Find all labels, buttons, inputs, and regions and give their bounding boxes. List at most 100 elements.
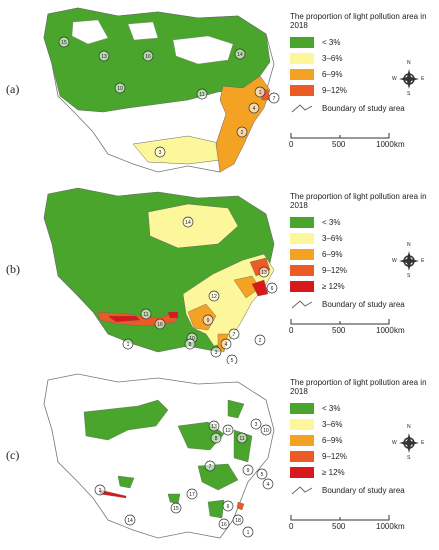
legend: The proportion of light pollution area i… — [290, 192, 439, 312]
legend: The proportion of light pollution area i… — [290, 12, 439, 116]
region-marker: 14 — [234, 48, 246, 60]
region-marker: 13 — [258, 266, 270, 278]
compass-w: W — [392, 258, 397, 264]
legend-label: 9–12% — [322, 265, 347, 275]
region-marker-label: 18 — [235, 518, 241, 524]
legend-item: < 3% — [290, 214, 439, 230]
boundary-line-icon — [291, 485, 313, 494]
region-marker: 11 — [196, 88, 208, 100]
region-marker: 1 — [242, 526, 254, 538]
legend-item: ≥ 12% — [290, 278, 439, 294]
legend-title: The proportion of light pollution area i… — [290, 192, 427, 210]
region-marker: 5 — [256, 468, 268, 480]
region-lt3 — [207, 499, 225, 519]
legend-item: 9–12% — [290, 82, 439, 98]
boundary-line-icon — [291, 103, 313, 112]
region-marker: 10 — [114, 82, 126, 94]
region-marker-label: 11 — [143, 312, 148, 318]
region-marker: 5 — [226, 354, 238, 364]
region-marker-label: 4 — [253, 106, 256, 112]
region-marker: 13 — [208, 420, 220, 432]
legend-boundary-item: Boundary of study area — [290, 100, 439, 116]
region-marker-label: 11 — [239, 436, 244, 442]
region-marker-label: 17 — [189, 492, 195, 498]
compass-s: S — [407, 455, 411, 461]
region-marker-label: 8 — [189, 342, 192, 348]
region-marker-label: 3 — [215, 350, 218, 356]
region-marker-label: 3 — [159, 150, 162, 156]
region-gte12 — [107, 315, 141, 323]
region-marker-label: 15 — [173, 506, 179, 512]
region-marker: 16 — [218, 518, 230, 530]
region-marker-label: 7 — [209, 464, 212, 470]
legend-swatch — [290, 434, 314, 446]
north-arrow-icon: N S W E — [392, 424, 425, 461]
legend-swatch — [290, 450, 314, 462]
region-marker: 16 — [154, 318, 166, 330]
region-marker-label: 15 — [61, 40, 67, 46]
compass-e: E — [421, 440, 425, 446]
region-marker-label: 13 — [261, 270, 267, 276]
legend-swatch — [290, 418, 314, 430]
region-marker-label: 7 — [273, 96, 276, 102]
region-marker: 4 — [220, 338, 232, 350]
region-marker: 9 — [242, 464, 254, 476]
north-arrow-icon: N S W E — [392, 60, 424, 97]
region-marker: 7 — [228, 328, 240, 340]
region-3-6 — [147, 203, 239, 249]
legend-label: < 3% — [322, 403, 341, 413]
panel-label: (a) — [6, 82, 20, 96]
region-marker-label: 1 — [259, 90, 262, 96]
scale-tick: 1000 — [376, 140, 394, 149]
compass-e: E — [421, 258, 425, 264]
legend-swatch — [290, 248, 314, 260]
region-marker-label: 16 — [157, 322, 163, 328]
compass-n: N — [407, 424, 411, 430]
compass-s: S — [407, 273, 411, 279]
legend-item: 3–6% — [290, 50, 439, 66]
legend-label: ≥ 12% — [322, 281, 345, 291]
legend-item: 6–9% — [290, 66, 439, 82]
legend-boundary-item: Boundary of study area — [290, 296, 439, 312]
legend-swatch — [290, 402, 314, 414]
region-marker: 11 — [236, 432, 248, 444]
map-panel-b: 14 13 6 12 11 16 10 9 8 3 7 2 4 1 5 — [43, 187, 278, 364]
region-marker: 8 — [184, 338, 196, 350]
legend-swatch — [290, 68, 314, 80]
scale-bar: 0 500 1000 km — [289, 132, 405, 150]
region-marker-label: 2 — [259, 338, 262, 344]
scale-tick: 1000 — [376, 326, 394, 335]
region-marker: 7 — [204, 460, 216, 472]
region-marker: 15 — [58, 36, 70, 48]
scale-tick: 0 — [289, 326, 294, 335]
compass-w: W — [392, 440, 397, 446]
legend-boundary-item: Boundary of study area — [290, 482, 439, 498]
region-marker-label: 7 — [233, 332, 236, 338]
region-marker-label: 13 — [101, 54, 107, 60]
region-no-data — [127, 21, 159, 41]
region-marker-label: 4 — [225, 342, 228, 348]
region-marker: 18 — [232, 514, 244, 526]
region-no-data — [71, 19, 109, 45]
legend-title: The proportion of light pollution area i… — [290, 12, 427, 30]
region-gte12 — [251, 279, 269, 297]
scale-bar: 0 500 1000 km — [289, 514, 405, 532]
legend-label: < 3% — [322, 37, 341, 47]
region-marker-label: 3 — [255, 422, 258, 428]
legend-label: 3–6% — [322, 233, 343, 243]
legend-boundary-label: Boundary of study area — [322, 485, 405, 495]
legend-item: 9–12% — [290, 448, 439, 464]
scale-tick: 500 — [332, 522, 346, 531]
legend-swatch — [290, 232, 314, 244]
region-marker: 3 — [250, 418, 262, 430]
scale-unit: km — [394, 140, 405, 149]
legend-item: < 3% — [290, 34, 439, 50]
compass-w: W — [392, 76, 397, 82]
region-marker-label: 10 — [189, 336, 195, 342]
region-marker-label: 9 — [207, 318, 210, 324]
region-marker-label: 2 — [99, 488, 102, 494]
scale-bar: 0 500 1000 km — [289, 318, 405, 336]
region-marker-label: 6 — [227, 504, 230, 510]
compass-s: S — [407, 91, 411, 97]
